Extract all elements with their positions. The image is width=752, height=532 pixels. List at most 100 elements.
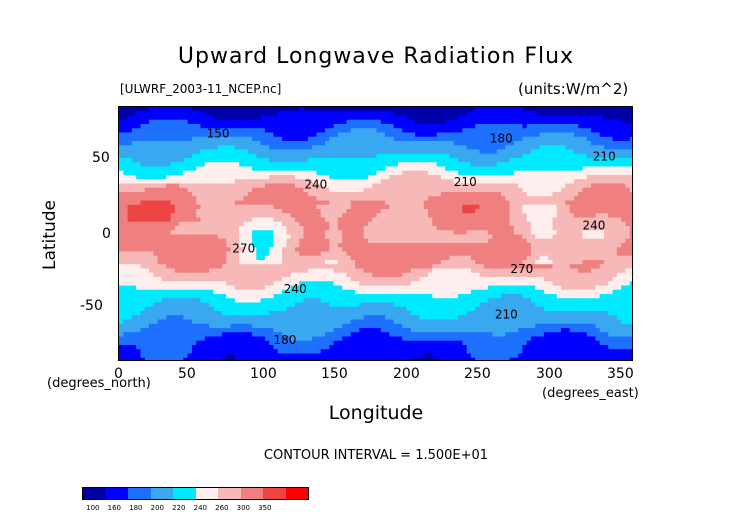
heatmap-cell (269, 260, 275, 265)
heatmap-cell (415, 166, 421, 172)
heatmap-cell (264, 183, 270, 189)
heatmap-cell (595, 221, 601, 227)
heatmap-cell (466, 149, 472, 155)
heatmap-cell (423, 149, 429, 155)
heatmap-cell (432, 226, 438, 231)
heatmap-cell (247, 209, 253, 214)
heatmap-cell (462, 162, 468, 168)
heatmap-cell (518, 128, 524, 134)
heatmap-cell (359, 204, 365, 210)
heatmap-cell (406, 243, 412, 248)
heatmap-cell (561, 128, 566, 134)
heatmap-cell (264, 192, 270, 197)
heatmap-cell (191, 119, 197, 125)
heatmap-cell (123, 247, 129, 253)
heatmap-cell (556, 145, 562, 151)
heatmap-cell (423, 170, 429, 176)
heatmap-cell (535, 162, 541, 168)
heatmap-cell (543, 111, 549, 117)
heatmap-cell (264, 196, 270, 202)
heatmap-cell (526, 124, 532, 129)
heatmap-cell (170, 209, 176, 214)
heatmap-cell (561, 217, 566, 223)
heatmap-cell (325, 107, 330, 112)
heatmap-cell (573, 272, 579, 278)
heatmap-cell (513, 170, 519, 176)
heatmap-cell (548, 251, 554, 257)
heatmap-cell (612, 230, 618, 236)
heatmap-cell (127, 128, 133, 134)
heatmap-cell (286, 119, 292, 125)
heatmap-cell (333, 153, 339, 159)
heatmap-cell (359, 226, 365, 231)
heatmap-cell (492, 119, 498, 125)
heatmap-cell (483, 221, 489, 227)
heatmap-cell (217, 281, 223, 287)
heatmap-cell (269, 213, 275, 219)
heatmap-cell (183, 264, 189, 270)
heatmap-cell (346, 260, 352, 265)
heatmap-cell (385, 213, 390, 219)
heatmap-cell (174, 200, 180, 206)
heatmap-cell (136, 136, 142, 142)
heatmap-cell (531, 221, 536, 227)
heatmap-cell (337, 277, 343, 282)
heatmap-cell (445, 119, 451, 125)
heatmap-cell (282, 234, 287, 240)
heatmap-cell (174, 175, 180, 180)
heatmap-cell (586, 107, 592, 112)
heatmap-cell (397, 226, 403, 231)
heatmap-cell (406, 170, 412, 176)
heatmap-cell (436, 153, 442, 159)
heatmap-cell (367, 200, 373, 206)
heatmap-cell (247, 111, 253, 117)
heatmap-cell (436, 107, 442, 112)
heatmap-cell (239, 272, 245, 278)
heatmap-cell (428, 158, 433, 163)
heatmap-cell (428, 128, 433, 134)
heatmap-cell (286, 115, 292, 121)
heatmap-cell (535, 158, 541, 163)
heatmap-cell (183, 183, 189, 189)
heatmap-cell (522, 196, 528, 202)
heatmap-cell (136, 141, 142, 146)
heatmap-cell (350, 170, 356, 176)
heatmap-cell (513, 213, 519, 219)
heatmap-cell (496, 187, 502, 193)
heatmap-cell (423, 175, 429, 180)
heatmap-cell (440, 255, 446, 261)
heatmap-cell (612, 111, 618, 117)
heatmap-cell (376, 107, 382, 112)
heatmap-cell (445, 268, 451, 274)
heatmap-cell (586, 243, 592, 248)
heatmap-cell (329, 175, 335, 180)
heatmap-cell (582, 170, 588, 176)
heatmap-cell (127, 141, 133, 146)
heatmap-cell (166, 175, 172, 180)
heatmap-cell (479, 183, 485, 189)
heatmap-cell (393, 158, 399, 163)
heatmap-cell (355, 145, 360, 151)
heatmap-cell (621, 272, 627, 278)
heatmap-cell (595, 145, 601, 151)
heatmap-cell (483, 196, 489, 202)
heatmap-cell (269, 234, 275, 240)
heatmap-cell (307, 281, 313, 287)
heatmap-cell (346, 281, 352, 287)
heatmap-cell (505, 141, 511, 146)
heatmap-cell (432, 251, 438, 257)
heatmap-cell (603, 145, 609, 151)
heatmap-cell (522, 119, 528, 125)
heatmap-cell (363, 234, 369, 240)
heatmap-cell (453, 217, 459, 223)
heatmap-cell (239, 175, 245, 180)
heatmap-cell (458, 128, 463, 134)
heatmap-cell (200, 234, 206, 240)
heatmap-cell (599, 217, 605, 223)
heatmap-cell (282, 162, 287, 168)
heatmap-cell (277, 277, 283, 282)
heatmap-cell (350, 115, 356, 121)
heatmap-cell (539, 213, 545, 219)
heatmap-cell (367, 175, 373, 180)
heatmap-cell (513, 247, 519, 253)
